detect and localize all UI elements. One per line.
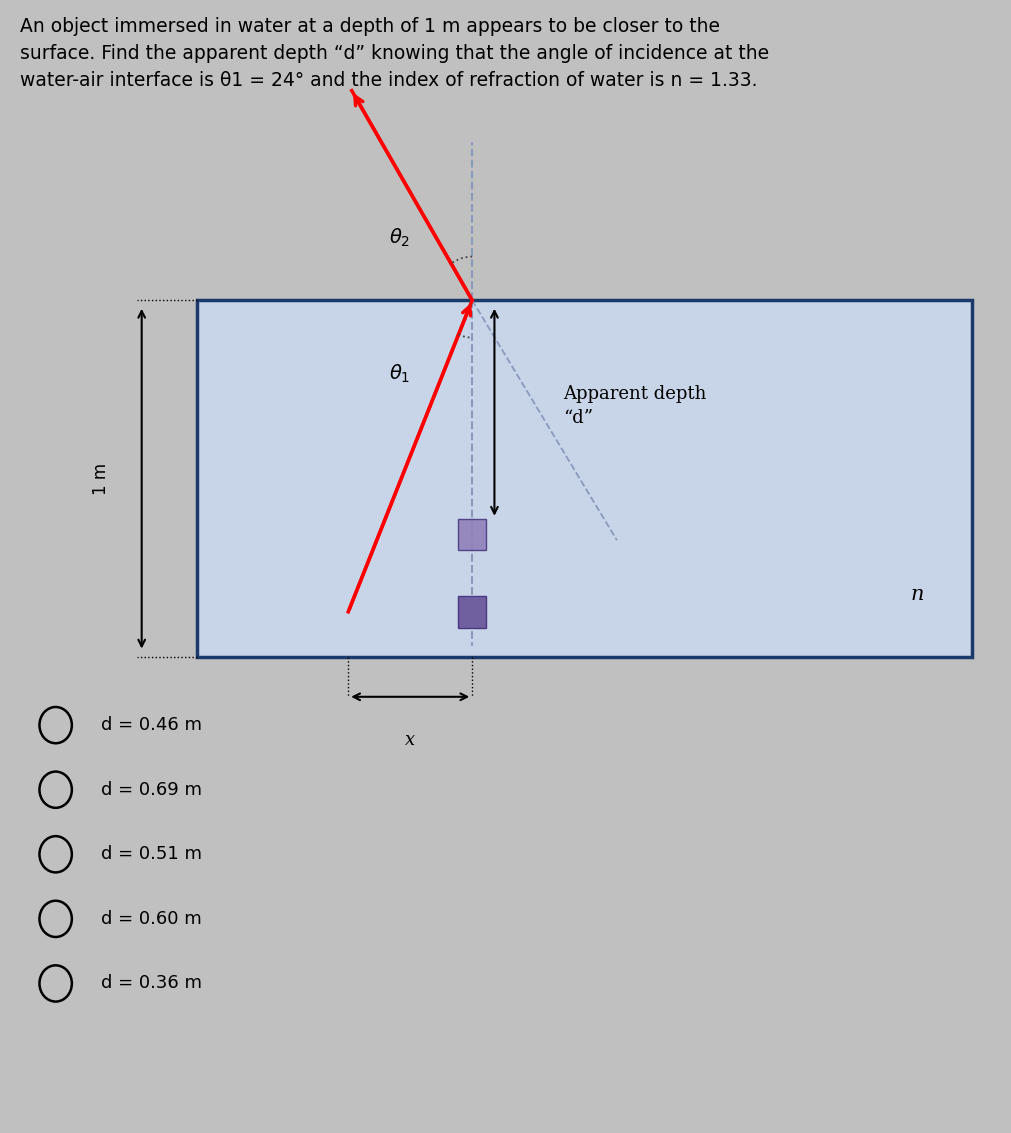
Text: d = 0.51 m: d = 0.51 m	[101, 845, 202, 863]
Text: 1 m: 1 m	[92, 462, 110, 495]
Bar	[458, 519, 486, 551]
Text: x: x	[404, 731, 415, 749]
Text: d = 0.36 m: d = 0.36 m	[101, 974, 202, 993]
Text: An object immersed in water at a depth of 1 m appears to be closer to the
surfac: An object immersed in water at a depth o…	[20, 17, 768, 91]
Text: d = 0.46 m: d = 0.46 m	[101, 716, 202, 734]
Text: d = 0.69 m: d = 0.69 m	[101, 781, 202, 799]
Bar	[458, 596, 486, 628]
Text: d = 0.60 m: d = 0.60 m	[101, 910, 202, 928]
Text: Apparent depth
“d”: Apparent depth “d”	[563, 385, 706, 427]
Text: n: n	[910, 586, 923, 605]
Text: $\theta_1$: $\theta_1$	[388, 363, 409, 385]
Bar	[197, 300, 971, 657]
Text: $\theta_2$: $\theta_2$	[388, 227, 409, 249]
